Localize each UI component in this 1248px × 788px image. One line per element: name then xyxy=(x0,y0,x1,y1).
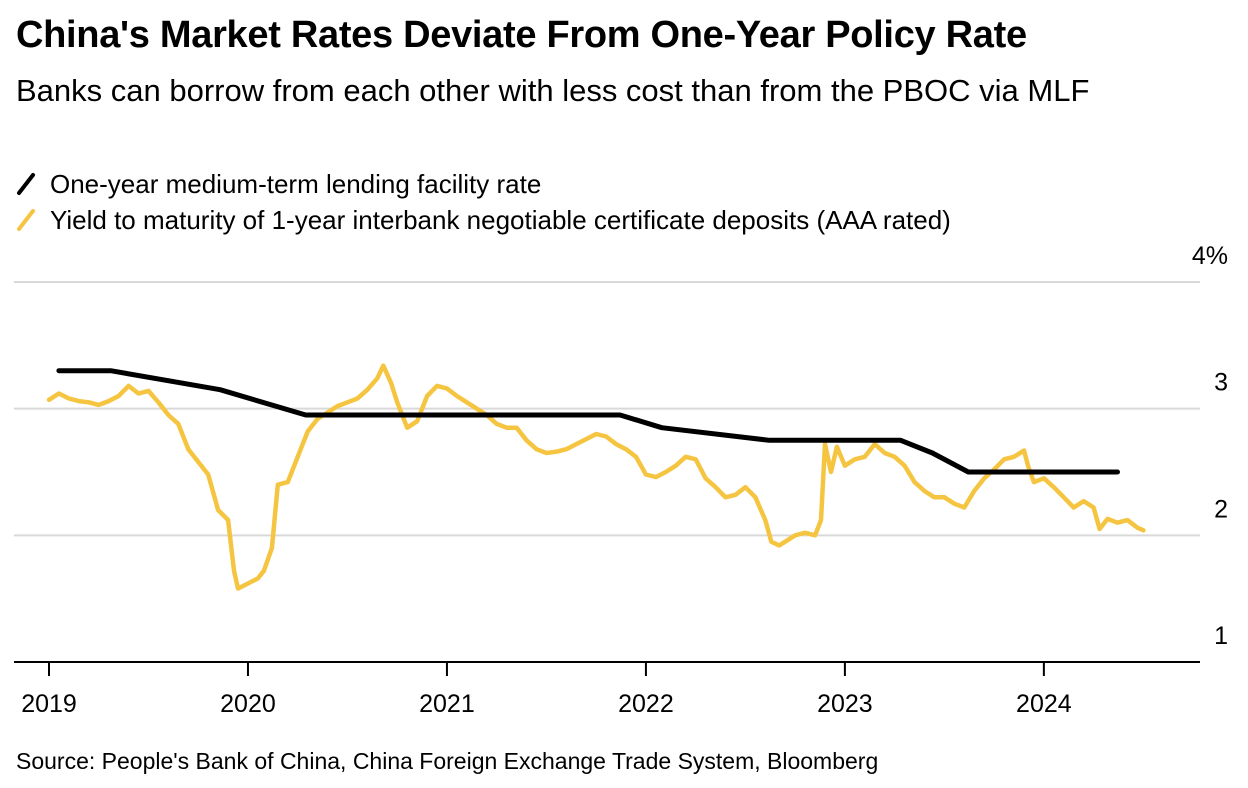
legend-label-mlf: One-year medium-term lending facility ra… xyxy=(50,168,542,199)
x-tick-label-2020: 2020 xyxy=(220,690,276,718)
legend-item-mlf: One-year medium-term lending facility ra… xyxy=(16,166,951,202)
x-tick-label-2023: 2023 xyxy=(817,690,873,718)
legend: One-year medium-term lending facility ra… xyxy=(16,166,951,238)
legend-item-ncd: Yield to maturity of 1-year interbank ne… xyxy=(16,202,951,238)
y-tick-label-2: 2 xyxy=(1214,495,1228,523)
chart-title: China's Market Rates Deviate From One-Ye… xyxy=(16,14,1027,56)
x-tick-label-2019: 2019 xyxy=(21,690,77,718)
legend-swatch-mlf xyxy=(17,173,35,195)
x-tick-label-2021: 2021 xyxy=(419,690,475,718)
line-chart: 4% 3 2 1 2019 2020 2021 2022 2023 2024 xyxy=(14,242,1228,718)
series-line-ncd xyxy=(46,363,1146,591)
legend-label-ncd: Yield to maturity of 1-year interbank ne… xyxy=(50,204,951,235)
legend-swatch-ncd xyxy=(17,209,35,231)
x-tick-label-2022: 2022 xyxy=(618,690,674,718)
y-tick-label-3: 3 xyxy=(1214,369,1228,397)
legend-swatch-ncd-line xyxy=(17,209,35,231)
legend-swatch-mlf-line xyxy=(17,173,35,195)
y-tick-label-4: 4% xyxy=(1192,242,1228,270)
series-line-mlf xyxy=(56,368,1120,475)
y-tick-label-1: 1 xyxy=(1214,622,1228,650)
chart-subtitle: Banks can borrow from each other with le… xyxy=(16,73,1090,108)
x-tick-label-2024: 2024 xyxy=(1016,690,1072,718)
source-note: Source: People's Bank of China, China Fo… xyxy=(16,748,879,774)
